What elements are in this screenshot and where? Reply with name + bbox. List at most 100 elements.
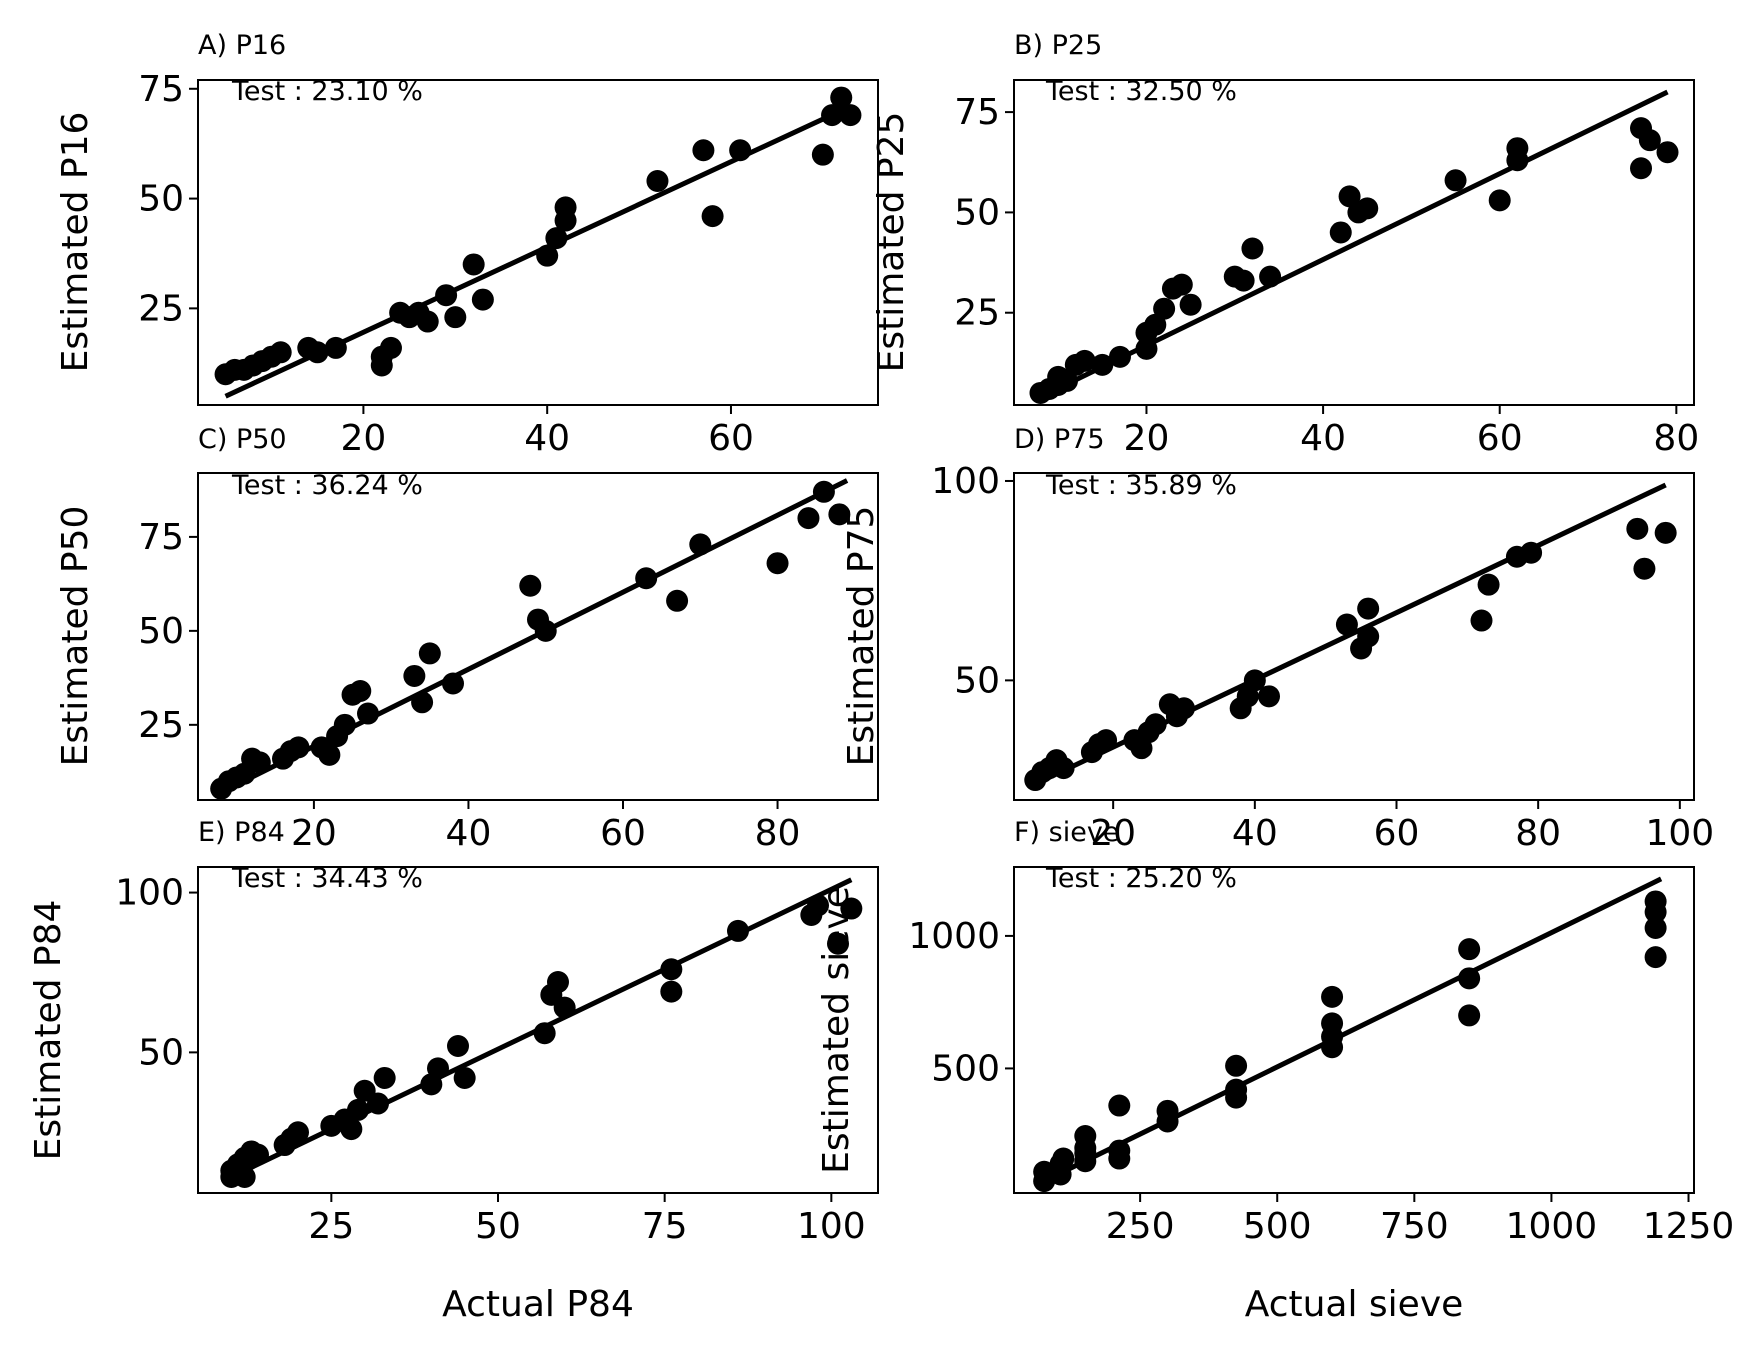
point-a-29 [811, 143, 834, 166]
x-tick-label-c-2: 60 [600, 813, 646, 854]
test-label-c: Test : 36.24 % [231, 470, 423, 501]
point-b-18 [1241, 237, 1264, 260]
x-tick-label-d-4: 100 [1645, 813, 1714, 854]
test-label-f: Test : 25.20 % [1045, 863, 1237, 894]
point-c-27 [797, 507, 820, 530]
point-b-12 [1153, 297, 1176, 320]
x-tick-label-a-2: 60 [708, 418, 754, 459]
point-a-16 [416, 310, 439, 333]
point-e-21 [533, 1022, 556, 1045]
y-tick-label-c-1: 50 [138, 611, 184, 652]
point-a-12 [379, 336, 402, 359]
point-b-25 [1488, 189, 1511, 212]
test-label-b: Test : 32.50 % [1045, 76, 1237, 107]
point-b-4 [1055, 369, 1078, 392]
point-b-11 [1144, 313, 1167, 336]
point-e-30 [827, 932, 849, 955]
y-tick-label-a-1: 50 [138, 179, 184, 220]
point-e-12 [340, 1118, 363, 1141]
y-tick-label-f-0: 500 [931, 1048, 1000, 1089]
x-tick-label-f-3: 1000 [1506, 1206, 1598, 1247]
x-tick-label-b-1: 40 [1300, 418, 1346, 459]
x-tick-label-c-3: 80 [755, 813, 801, 854]
y-tick-label-b-1: 50 [954, 192, 1000, 233]
x-tick-label-e-1: 50 [475, 1206, 521, 1247]
point-d-29 [1654, 521, 1677, 544]
point-e-16 [373, 1066, 396, 1089]
point-a-28 [729, 139, 752, 162]
y-tick-label-e-1: 100 [115, 873, 184, 914]
point-e-6 [247, 1143, 269, 1166]
point-c-28 [812, 480, 835, 503]
point-a-6 [269, 341, 292, 364]
point-c-25 [689, 533, 712, 556]
point-f-1 [1033, 1160, 1056, 1183]
y-tick-label-e-0: 50 [138, 1032, 184, 1073]
point-a-31 [830, 86, 853, 109]
y-tick-label-d-0: 50 [954, 660, 1000, 701]
point-f-19 [1321, 1012, 1344, 1035]
point-e-27 [727, 919, 749, 942]
panel-b: B) P25 Test : 32.50 % Estimated P25 [871, 30, 1695, 414]
x-tick-label-d-2: 60 [1374, 813, 1420, 854]
y-tick-label-a-2: 75 [138, 69, 184, 110]
x-tick-label-d-0: 20 [1090, 813, 1136, 854]
point-b-21 [1338, 185, 1361, 208]
point-c-10 [318, 743, 341, 766]
point-f-4 [1052, 1147, 1075, 1170]
panel-title-b: B) P25 [1014, 30, 1102, 61]
panel-d: D) P75 Test : 35.89 % Estimated P75 [841, 424, 1695, 809]
point-d-14 [1173, 697, 1195, 720]
point-a-8 [306, 341, 329, 364]
point-a-24 [554, 196, 577, 219]
point-a-22 [545, 227, 568, 250]
y-tick-label-b-0: 25 [954, 293, 1000, 334]
y-axis-label-a: Estimated P16 [55, 112, 96, 373]
test-label-d: Test : 35.89 % [1045, 470, 1237, 501]
point-f-16 [1225, 1054, 1248, 1077]
point-d-24 [1477, 573, 1500, 596]
x-tick-label-a-1: 40 [524, 418, 570, 459]
point-e-13 [347, 1098, 369, 1121]
point-c-12 [333, 713, 356, 736]
x-tick-label-c-0: 20 [291, 813, 337, 854]
point-c-5 [248, 751, 271, 774]
point-a-32 [839, 104, 862, 127]
point-a-26 [692, 139, 715, 162]
point-b-6 [1073, 349, 1096, 372]
point-f-22 [1458, 967, 1481, 990]
point-c-23 [635, 567, 658, 590]
x-tick-label-b-3: 80 [1653, 418, 1699, 459]
y-tick-label-b-2: 75 [954, 92, 1000, 133]
point-a-18 [444, 306, 467, 329]
point-c-17 [411, 691, 434, 714]
panel-title-f: F) sieve [1014, 817, 1119, 848]
panel-c: C) P50 Test : 36.24 % Estimated P50 [55, 424, 879, 809]
marks-f [1005, 876, 1690, 1202]
point-b-9 [1135, 337, 1158, 360]
marks-b [1005, 89, 1679, 414]
marks-a [189, 86, 862, 414]
point-d-11 [1144, 713, 1167, 736]
test-label-e: Test : 34.43 % [231, 863, 423, 894]
point-f-10 [1108, 1139, 1131, 1162]
point-c-24 [666, 589, 689, 612]
point-c-14 [349, 680, 372, 702]
point-d-28 [1633, 557, 1656, 580]
point-f-21 [1458, 1004, 1481, 1027]
x-tick-label-d-3: 80 [1515, 813, 1561, 854]
x-axis-label-f: Actual sieve [1245, 1284, 1464, 1325]
x-tick-label-c-1: 40 [446, 813, 492, 854]
point-a-27 [701, 205, 724, 228]
y-axis-label-e: Estimated P84 [28, 900, 69, 1161]
point-f-24 [1644, 946, 1667, 969]
x-tick-label-f-2: 750 [1380, 1206, 1449, 1247]
panel-a: A) P16 Test : 23.10 % Estimated P16 [55, 30, 879, 414]
y-tick-label-f-1: 1000 [908, 916, 1000, 957]
y-axis-label-c: Estimated P50 [55, 506, 96, 767]
point-b-8 [1108, 345, 1131, 368]
point-a-17 [435, 284, 458, 307]
point-e-25 [660, 958, 683, 981]
point-a-30 [821, 104, 844, 127]
